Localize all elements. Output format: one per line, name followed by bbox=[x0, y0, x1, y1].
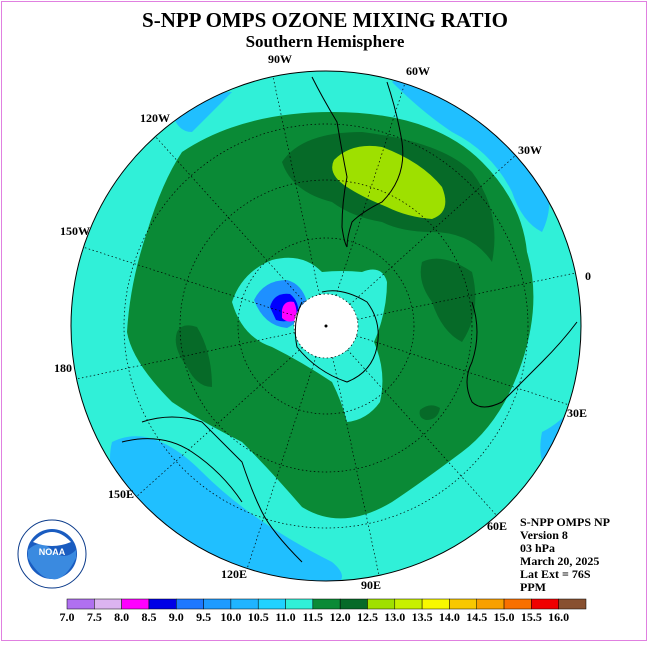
lon-label-30w: 30W bbox=[518, 143, 542, 157]
darker-region-southeast bbox=[419, 405, 440, 420]
colorbar-swatch bbox=[312, 598, 341, 610]
colorbar-tick-label: 11.5 bbox=[302, 610, 323, 624]
colorbar-swatch bbox=[367, 598, 396, 610]
meridian-line bbox=[155, 136, 305, 303]
low-region-north bbox=[392, 74, 550, 232]
colorbar bbox=[66, 598, 587, 610]
colorbar-swatch bbox=[476, 598, 505, 610]
colorbar-tick-label: 9.0 bbox=[168, 610, 184, 624]
colorbar-tick-label: 13.5 bbox=[411, 610, 433, 624]
meridian-line bbox=[347, 349, 497, 516]
lon-label-60w: 60W bbox=[406, 64, 430, 78]
south-pole-marker bbox=[324, 324, 328, 328]
colorbar-tick-label: 10.5 bbox=[247, 610, 269, 624]
colorbar-swatch bbox=[121, 598, 150, 610]
colorbar-tick-label: 14.5 bbox=[466, 610, 488, 624]
lon-label-0: 0 bbox=[585, 269, 591, 283]
colorbar-swatch bbox=[94, 598, 122, 610]
colorbar-tick-label: 7.0 bbox=[59, 610, 75, 624]
meridian-line bbox=[356, 335, 569, 406]
colorbar-tick-label: 13.0 bbox=[384, 610, 406, 624]
lon-label-180: 180 bbox=[54, 361, 72, 375]
colorbar-tick-label: 16.0 bbox=[548, 610, 570, 624]
info-line-units: PPM bbox=[520, 580, 546, 594]
lon-label-30e: 30E bbox=[567, 406, 587, 420]
colorbar-swatch bbox=[148, 598, 177, 610]
info-line-lat-ext: Lat Ext = 76S bbox=[520, 567, 591, 581]
lon-label-150w: 150W bbox=[60, 224, 90, 238]
lon-label-60e: 60E bbox=[487, 519, 507, 533]
lon-label-120e: 120E bbox=[221, 567, 247, 581]
colorbar-swatch bbox=[503, 598, 532, 610]
colorbar-swatch bbox=[176, 598, 204, 610]
low-region-southwest bbox=[110, 436, 342, 581]
graticule bbox=[123, 123, 529, 529]
colorbar-tick-label: 11.0 bbox=[275, 610, 296, 624]
colorbar-tick-label: 12.5 bbox=[356, 610, 378, 624]
meridian-line bbox=[349, 155, 516, 305]
meridians bbox=[76, 76, 576, 576]
colorbar-tick-label: 7.5 bbox=[86, 610, 102, 624]
meridian-line bbox=[83, 246, 296, 317]
info-line-pressure: 03 hPa bbox=[520, 541, 556, 555]
colorbar-swatch bbox=[394, 598, 423, 610]
lon-label-90w: 90W bbox=[268, 52, 292, 66]
lon-label-120w: 120W bbox=[140, 111, 170, 125]
page-subtitle: Southern Hemisphere bbox=[245, 32, 405, 51]
meridian-line bbox=[332, 357, 380, 576]
colorbar-swatch bbox=[257, 598, 286, 610]
colorbar-tick-label: 10.0 bbox=[220, 610, 242, 624]
colorbar-swatch bbox=[339, 598, 368, 610]
colorbar-swatch bbox=[285, 598, 314, 610]
info-block: S-NPP OMPS NP Version 8 03 hPa March 20,… bbox=[520, 516, 610, 594]
colorbar-swatch bbox=[449, 598, 477, 610]
colorbar-tick-label: 15.5 bbox=[520, 610, 542, 624]
colorbar-tick-label: 14.0 bbox=[438, 610, 460, 624]
colorbar-labels: 7.0 7.5 8.0 8.5 9.0 9.5 10.0 10.5 11.0 11.5 12.0 12… bbox=[2, 610, 648, 624]
meridian-line bbox=[246, 356, 317, 569]
high-region bbox=[332, 145, 446, 219]
colorbar-swatch bbox=[531, 598, 559, 610]
meridian-line bbox=[76, 332, 295, 380]
colorbar-tick-label: 8.0 bbox=[114, 610, 130, 624]
colorbar-tick-label: 8.5 bbox=[141, 610, 157, 624]
lon-label-150e: 150E bbox=[108, 487, 134, 501]
info-line-date: March 20, 2025 bbox=[520, 554, 600, 568]
lon-label-90e: 90E bbox=[361, 578, 381, 592]
darker-region-west bbox=[175, 325, 212, 387]
colorbar-swatch bbox=[66, 598, 95, 610]
colorbar-swatch bbox=[203, 598, 232, 610]
meridian-line bbox=[335, 83, 406, 296]
colorbar-swatch bbox=[558, 598, 587, 610]
colorbar-tick-label: 15.0 bbox=[493, 610, 515, 624]
inner-low-region-min bbox=[282, 301, 297, 322]
noaa-logo-text: NOAA bbox=[39, 547, 66, 557]
meridian-line bbox=[136, 347, 303, 497]
ozone-field bbox=[71, 71, 581, 581]
colorbar-tick-label: 12.0 bbox=[329, 610, 351, 624]
colorbar-swatch bbox=[421, 598, 450, 610]
colorbar-tick-label: 9.5 bbox=[196, 610, 212, 624]
colorbar-swatch bbox=[230, 598, 259, 610]
info-line-instrument: S-NPP OMPS NP bbox=[520, 515, 610, 529]
meridian-line bbox=[272, 76, 320, 295]
coastlines bbox=[121, 76, 578, 563]
map-boundary bbox=[70, 70, 582, 582]
page-title: S-NPP OMPS OZONE MIXING RATIO bbox=[142, 8, 508, 32]
info-line-version: Version 8 bbox=[520, 528, 568, 542]
noaa-logo: NOAA bbox=[17, 519, 87, 589]
meridian-line bbox=[357, 272, 576, 320]
